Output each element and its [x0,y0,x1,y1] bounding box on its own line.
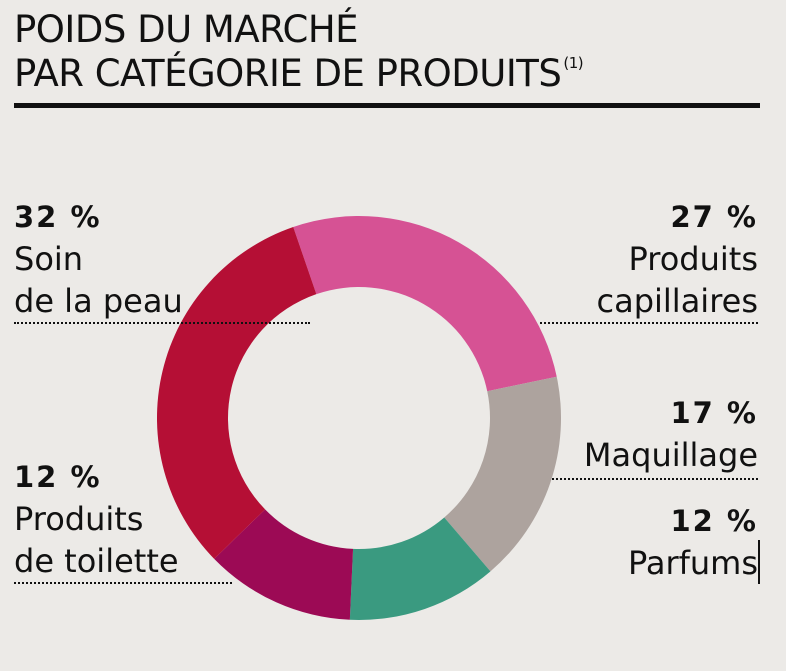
slice-parfums [349,517,491,620]
value-produits-de-toilette: 12 % [14,460,102,494]
label-produits-de-toilette: 12 % Produits de toilette [14,456,179,582]
category-produits-capillaires-line2: capillaires [596,282,759,320]
slice-produits-de-toilette [214,509,354,620]
slice-maquillage [444,376,561,572]
label-parfums: 12 % Parfums [628,500,758,584]
leader-produits-de-toilette [14,582,232,584]
value-produits-capillaires: 27 % [670,200,758,234]
category-soin-de-la-peau-line1: Soin [14,240,84,278]
category-soin-de-la-peau-line2: de la peau [14,282,183,320]
chart-title: POIDS DU MARCHÉ PAR CATÉGORIE DE PRODUIT… [14,8,584,103]
category-produits-de-toilette-line1: Produits [14,500,144,538]
value-parfums: 12 % [670,504,758,538]
label-produits-capillaires: 27 % Produits capillaires [597,196,759,322]
value-soin-de-la-peau: 32 % [14,200,102,234]
value-maquillage: 17 % [670,396,758,430]
category-produits-capillaires-line1: Produits [628,240,758,278]
chart-title-line1: POIDS DU MARCHÉ [14,8,359,51]
chart-title-line2: PAR CATÉGORIE DE PRODUITS (1) [14,52,584,103]
slice-produits-capillaires [293,216,557,392]
category-produits-de-toilette-line2: de toilette [14,542,179,580]
title-footnote: (1) [563,54,584,72]
chart-title-line2-text: PAR CATÉGORIE DE PRODUITS [14,52,562,95]
parfums-bracket [758,540,760,584]
leader-soin-de-la-peau [14,322,310,324]
label-maquillage: 17 % Maquillage [584,392,758,476]
category-parfums: Parfums [627,544,758,582]
label-soin-de-la-peau: 32 % Soin de la peau [14,196,183,322]
slice-soin-de-la-peau [156,227,317,559]
leader-maquillage [552,478,758,480]
leader-produits-capillaires [540,322,758,324]
category-maquillage: Maquillage [583,436,758,474]
title-underline [14,103,760,108]
